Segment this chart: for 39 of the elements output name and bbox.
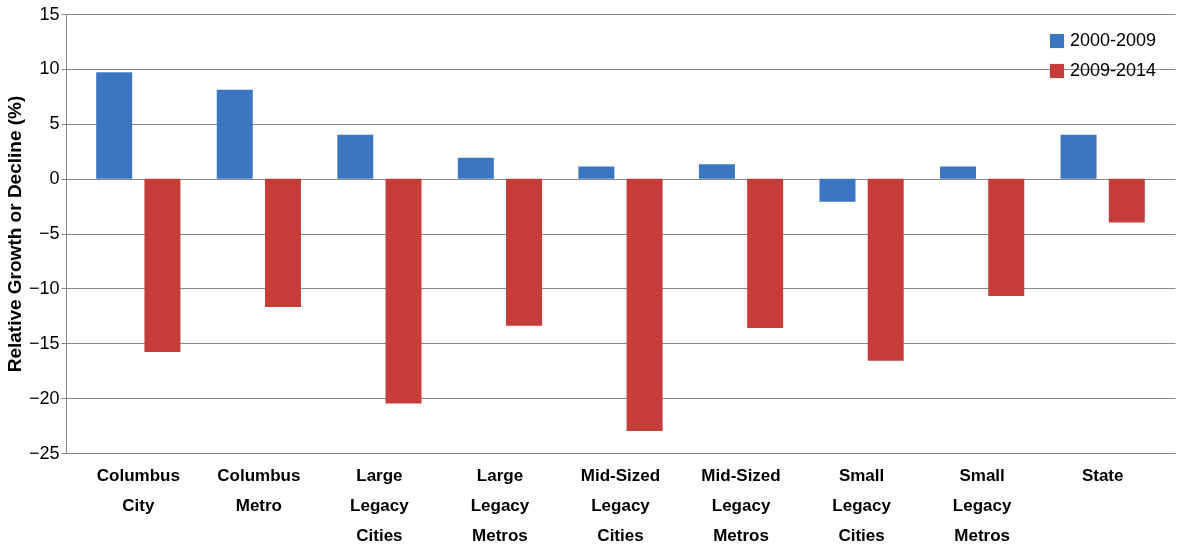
bar bbox=[1108, 178, 1145, 223]
bar bbox=[337, 134, 374, 179]
y-axis-title: Relative Growth or Decline (%) bbox=[3, 95, 25, 373]
y-tick-label: 10 bbox=[39, 58, 60, 79]
x-tick-label: Small Legacy Cities bbox=[832, 465, 892, 545]
bar bbox=[216, 89, 253, 179]
bar bbox=[698, 164, 735, 179]
y-tick-label: −25 bbox=[28, 442, 60, 463]
bar bbox=[819, 178, 856, 202]
bar bbox=[96, 72, 133, 179]
bar bbox=[457, 157, 494, 179]
bar bbox=[264, 178, 301, 308]
bar bbox=[940, 166, 977, 179]
x-tick-label: Mid-Sized Legacy Metros bbox=[701, 465, 781, 545]
bar bbox=[747, 178, 784, 328]
y-tick-label: 0 bbox=[49, 168, 60, 189]
legend-label: 2009-2014 bbox=[1070, 60, 1157, 80]
x-tick-label: Columbus City bbox=[96, 465, 180, 515]
y-tick-label: 15 bbox=[39, 3, 60, 24]
y-tick-label: −5 bbox=[38, 223, 60, 243]
x-tick-label: Mid-Sized Legacy Cities bbox=[580, 465, 661, 545]
y-tick-label: −20 bbox=[28, 387, 60, 408]
legend-label: 2000-2009 bbox=[1070, 30, 1157, 50]
bar bbox=[626, 178, 663, 432]
x-tick-label: Small Legacy Metros bbox=[952, 465, 1012, 545]
y-tick-label: 5 bbox=[49, 113, 60, 134]
bar bbox=[1060, 134, 1097, 179]
x-tick-label: Columbus Metro bbox=[217, 465, 301, 515]
bar bbox=[578, 166, 615, 179]
bar bbox=[506, 178, 543, 326]
bar bbox=[988, 178, 1025, 297]
bar bbox=[867, 178, 904, 361]
y-tick-label: −15 bbox=[28, 332, 60, 353]
bar bbox=[144, 178, 181, 353]
x-tick-label: Large Legacy Metros bbox=[470, 465, 530, 545]
y-tick-label: −10 bbox=[28, 277, 60, 298]
bar bbox=[385, 178, 422, 404]
x-tick-label: State bbox=[1081, 465, 1124, 485]
x-tick-label: Large Legacy Cities bbox=[350, 465, 410, 545]
